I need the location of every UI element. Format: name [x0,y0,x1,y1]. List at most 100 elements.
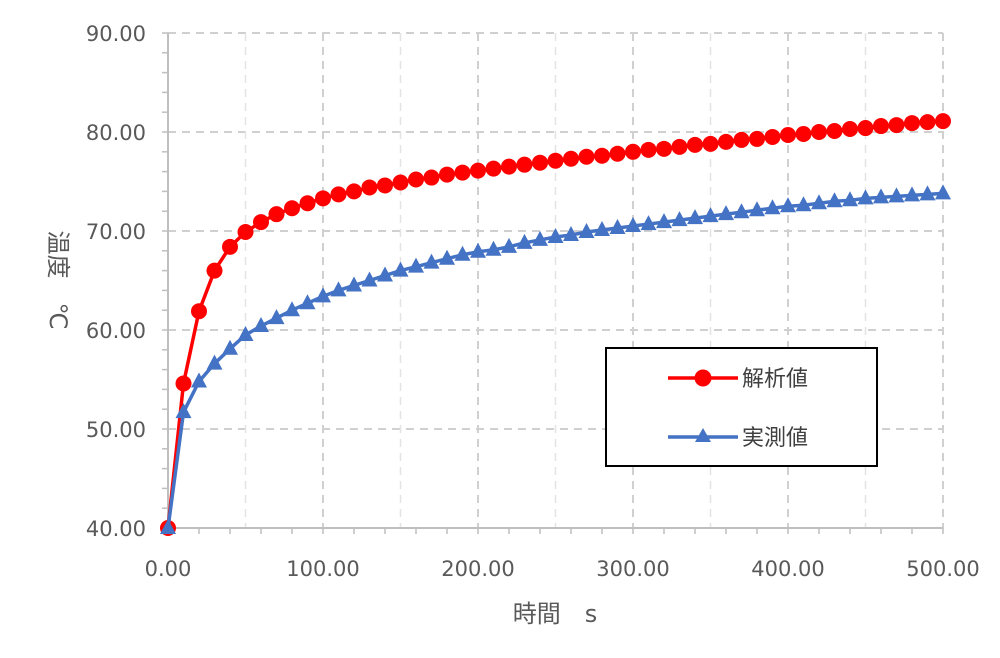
data-point [191,303,207,320]
data-point [330,281,347,297]
data-point [346,276,362,292]
data-point [873,188,889,204]
data-point [687,209,703,225]
data-point [935,113,951,130]
legend-entry-measured: 実測値 [668,426,808,451]
data-point [206,354,223,370]
data-point [578,148,595,165]
data-point [253,214,269,231]
data-point [625,217,641,233]
data-point [470,162,486,179]
data-point [935,184,951,200]
data-point [361,179,378,196]
data-point [315,287,331,303]
data-point [842,191,858,207]
data-point [532,154,548,171]
data-point [718,205,734,221]
data-point [718,133,734,150]
data-point [826,192,843,208]
data-point [315,190,331,207]
data-point [408,171,424,188]
legend-swatch-marker-analysis [694,369,712,387]
data-point [222,339,238,355]
data-point [423,253,440,269]
data-point [795,196,812,212]
data-point [547,227,564,243]
data-point [175,375,192,392]
data-point [640,215,657,231]
data-point [284,200,300,217]
legend-entry-analysis: 解析値 [668,367,808,392]
data-point [687,136,703,153]
data-point [873,118,889,135]
data-point [578,222,595,238]
data-point [919,185,936,201]
data-point [671,211,688,227]
data-point [485,240,502,256]
data-point [423,169,440,186]
data-point [733,203,750,219]
data-point [377,177,393,194]
data-point [888,187,905,203]
x-tick-label: 100.00 [286,557,359,581]
data-point [594,221,610,237]
data-point [702,207,719,223]
data-point [485,160,502,177]
data-point [594,147,610,164]
data-point [671,138,688,155]
data-point [501,158,517,175]
data-point [237,223,254,240]
data-point [299,294,316,310]
data-point [470,242,486,258]
data-point [749,130,765,147]
data-point [454,164,471,181]
data-point [888,117,905,134]
data-point [811,124,827,140]
legend-swatch-marker-measured [695,428,711,442]
data-point [826,123,843,140]
data-point [656,140,672,157]
data-point [764,128,781,145]
data-point [222,238,238,255]
data-point [780,126,796,143]
axes [162,32,944,534]
data-point [299,195,316,212]
data-point [811,194,827,210]
y-tick-label: 40.00 [86,517,146,541]
data-point [764,199,781,215]
data-point [361,271,378,287]
x-axis-title: 時間 s [513,600,598,628]
data-point [733,131,750,148]
data-point [392,174,409,191]
data-point [408,257,424,273]
data-point [330,186,347,203]
data-point [857,120,874,137]
data-point [346,183,362,200]
x-tick-label: 200.00 [441,557,514,581]
data-point [656,213,672,229]
series-measured [160,184,951,534]
y-tick-label: 90.00 [86,22,146,46]
data-point [268,309,285,325]
data-point [702,135,719,152]
data-point [237,325,254,341]
data-point [563,225,579,241]
data-point [749,201,765,217]
legend-label-measured: 実測値 [742,426,808,451]
data-point [904,115,920,132]
x-tick-label: 300.00 [596,557,669,581]
data-point [206,262,223,279]
data-point [780,197,796,213]
data-point [501,237,517,253]
data-point [640,141,657,158]
y-tick-label: 80.00 [86,121,146,145]
series-analysis [160,113,951,536]
series-layer [160,113,951,536]
x-tick-label: 400.00 [751,557,824,581]
data-point [160,519,176,534]
y-tick-label: 60.00 [86,319,146,343]
x-tick-label: 0.00 [145,557,192,581]
data-point [919,114,936,131]
data-point [439,166,455,183]
